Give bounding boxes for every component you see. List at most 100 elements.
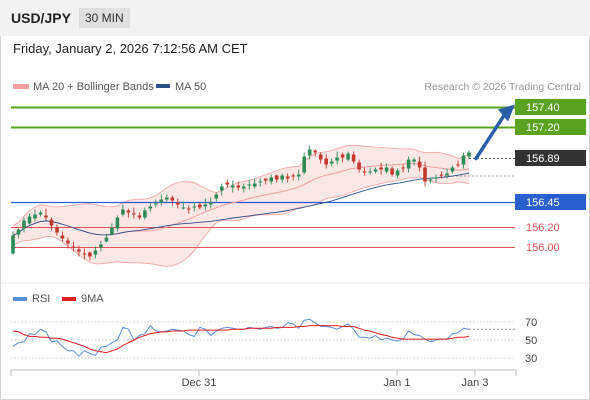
rsi-lines xyxy=(12,318,515,357)
candle-body xyxy=(252,183,257,187)
candle xyxy=(318,152,323,164)
candle xyxy=(340,152,345,163)
candle xyxy=(93,246,98,259)
candle-body xyxy=(395,170,400,176)
rsi-legend-label: RSI xyxy=(32,293,50,305)
candle-body xyxy=(88,252,92,257)
candle-body xyxy=(137,215,142,218)
level-156-00-label: 156.00 xyxy=(526,242,560,254)
candle-body xyxy=(38,212,43,215)
candle-body xyxy=(154,203,158,205)
candle-body xyxy=(346,153,350,160)
candle xyxy=(27,213,32,225)
rsi-tick-label-70: 70 xyxy=(525,317,537,329)
candle xyxy=(88,251,92,261)
candle-body xyxy=(192,206,197,208)
candle xyxy=(313,149,317,157)
candle-body xyxy=(231,185,235,188)
candle xyxy=(280,173,284,183)
candle-body xyxy=(362,171,367,173)
candle xyxy=(49,217,54,231)
candle-body xyxy=(241,186,246,189)
rsi-ma-line xyxy=(12,325,470,354)
x-tick-label-jan-1: Jan 1 xyxy=(384,377,411,389)
level-156-20-label: 156.20 xyxy=(526,222,560,234)
candle-body xyxy=(60,235,65,239)
candle-body xyxy=(71,246,76,248)
candle xyxy=(384,163,389,174)
candle-body xyxy=(104,237,109,242)
candle-body xyxy=(445,173,449,176)
candle-body xyxy=(77,249,81,252)
rsi-grid: 30 50 70 xyxy=(11,317,537,365)
candle xyxy=(346,151,350,162)
candle xyxy=(66,237,70,249)
projection-arrow-head xyxy=(498,104,515,122)
candle-body xyxy=(44,215,48,218)
ma50-line xyxy=(12,172,470,236)
candle-body xyxy=(379,167,383,170)
candle-body xyxy=(49,219,54,226)
bollinger-lower-line xyxy=(12,176,470,267)
candle xyxy=(181,201,186,210)
bollinger-legend-swatch xyxy=(13,84,29,89)
rsi-legend: RSI 9MA xyxy=(13,293,104,305)
candle-body xyxy=(126,210,131,213)
candle xyxy=(170,195,175,206)
candle xyxy=(302,152,306,175)
candle-body xyxy=(11,235,15,254)
candle-body xyxy=(291,175,295,177)
last-price-label: 156.89 xyxy=(526,153,560,165)
candle-body xyxy=(434,177,438,179)
candle-body xyxy=(412,159,416,162)
candle xyxy=(33,209,37,222)
candle xyxy=(231,180,235,193)
level-157-40-label: 157.40 xyxy=(526,102,560,114)
candle xyxy=(38,210,43,217)
candle-body xyxy=(390,168,394,175)
candle xyxy=(258,178,262,187)
bollinger-legend-label: MA 20 + Bollinger Bands xyxy=(33,81,154,93)
candle-body xyxy=(198,204,202,208)
candle xyxy=(423,161,427,187)
candle-body xyxy=(313,150,317,153)
candle-body xyxy=(55,227,59,233)
candle-body xyxy=(247,184,251,186)
candle-body xyxy=(115,217,120,229)
timeframe-button[interactable]: 30 MIN xyxy=(79,8,130,28)
candle-body xyxy=(263,178,268,181)
candle-body xyxy=(66,240,70,244)
candle xyxy=(22,217,26,233)
candle-body xyxy=(302,156,306,173)
candle xyxy=(148,202,153,212)
x-tick-label-jan-3: Jan 3 xyxy=(462,377,489,389)
candle-body xyxy=(357,162,361,170)
candle-body xyxy=(148,206,153,209)
moving-averages xyxy=(12,162,470,236)
candle-body xyxy=(225,182,230,185)
candle-body xyxy=(16,229,21,235)
candle-body xyxy=(406,159,411,169)
candle-body xyxy=(82,253,87,255)
candle xyxy=(324,154,328,169)
candle xyxy=(115,215,120,232)
candle xyxy=(373,167,378,174)
projection-arrow-shaft xyxy=(474,113,506,161)
candle-body xyxy=(340,154,345,158)
candle-body xyxy=(285,176,290,179)
ma50-legend-swatch xyxy=(156,84,170,88)
rsi-tick-label-30: 30 xyxy=(525,353,537,365)
candle-body xyxy=(439,174,444,176)
rsi-ma-legend-label: 9MA xyxy=(81,293,104,305)
candle xyxy=(236,181,241,191)
candle xyxy=(154,199,158,208)
candle xyxy=(428,177,433,184)
candle-body xyxy=(401,167,405,169)
candle-body xyxy=(467,152,471,157)
candle-body xyxy=(368,171,372,173)
candle-body xyxy=(121,209,125,215)
candle xyxy=(395,168,400,179)
candle xyxy=(351,151,356,164)
candle xyxy=(263,178,268,185)
candle xyxy=(11,231,15,255)
